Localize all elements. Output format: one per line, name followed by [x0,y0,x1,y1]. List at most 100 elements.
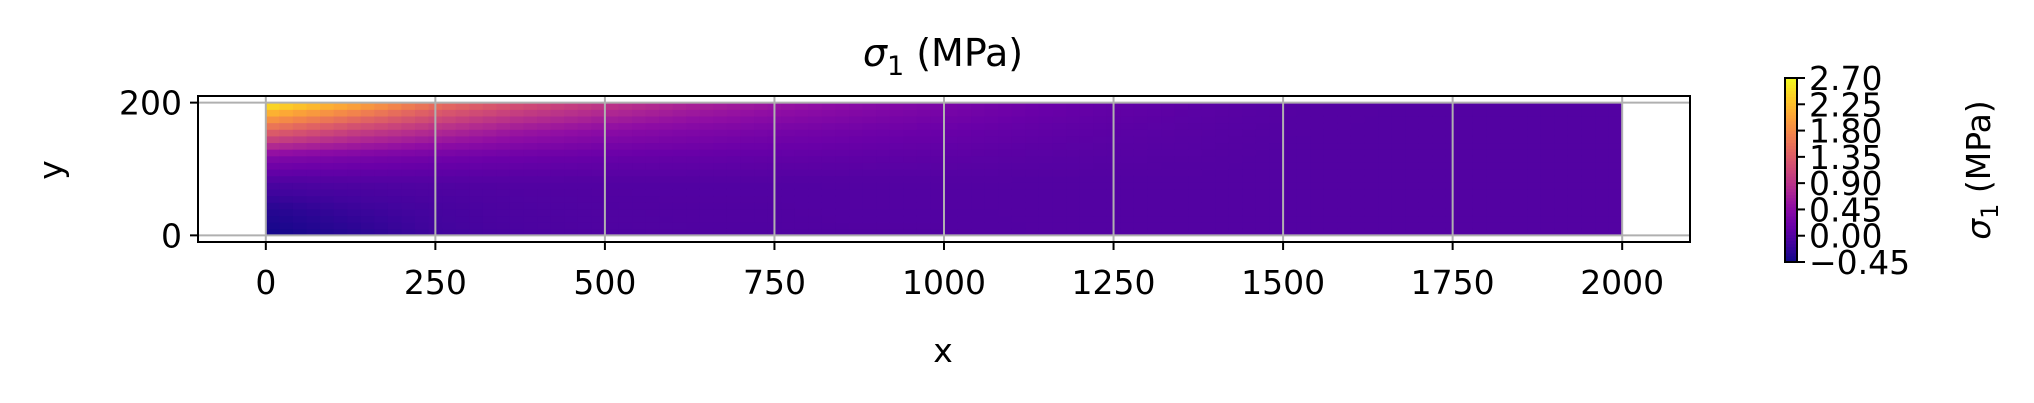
field-cell [889,142,904,150]
field-cell [1432,202,1447,210]
field-cell [1079,222,1094,230]
field-cell [1255,215,1271,223]
field-cell [1391,195,1406,203]
field-cell [292,182,308,190]
field-cell [1608,109,1623,117]
field-cell [808,215,823,223]
colorbar-band [1785,222,1797,226]
field-cell [1242,188,1257,197]
field-cell [1228,135,1243,144]
field-cell [984,115,999,124]
field-cell [984,188,999,197]
field-cell [971,175,986,183]
field-cell [1215,215,1230,223]
field-cell [862,228,877,236]
field-cell [794,228,809,236]
field-cell [1255,188,1271,197]
field-cell [564,228,579,236]
field-cell [754,115,769,124]
field-cell [469,162,484,170]
field-cell [1391,135,1406,144]
field-cell [930,129,945,137]
field-cell [1120,142,1135,150]
field-cell [306,162,321,170]
field-cell [821,195,837,203]
field-cell [1378,208,1393,217]
field-cell [279,222,294,230]
field-cell [632,162,647,170]
field-cell [632,195,647,203]
field-cell [577,102,592,110]
field-cell [1255,129,1271,137]
field-cell [672,102,687,110]
field-cell [401,182,416,190]
field-cell [971,195,986,203]
field-cell [1554,109,1569,117]
field-cell [1595,155,1610,163]
field-cell [835,175,850,183]
field-cell [699,175,715,183]
field-cell [1255,202,1271,210]
field-cell [1147,202,1162,210]
field-cell [971,208,986,217]
field-cell [903,188,918,197]
field-cell [401,155,416,163]
field-cell [984,195,999,203]
field-cell [849,215,864,223]
field-cell [1038,122,1054,130]
field-cell [1161,115,1176,124]
field-cell [1283,102,1298,110]
field-cell [401,208,416,217]
field-cell [862,102,877,110]
field-cell [1174,202,1189,210]
field-cell [1486,228,1501,236]
field-cell [1500,122,1515,130]
field-cell [1513,142,1528,150]
field-cell [835,215,850,223]
field-cell [1459,162,1474,170]
field-cell [1527,208,1542,217]
field-cell [455,169,470,177]
field-cell [265,228,280,236]
field-cell [1527,169,1542,177]
colorbar-band [1785,225,1797,229]
field-cell [1038,175,1054,183]
field-cell [292,195,308,203]
field-cell [387,129,403,137]
field-cell [876,162,891,170]
field-cell [984,169,999,177]
field-cell [1540,109,1555,117]
chart-title: σ1 (MPa) [863,31,1023,82]
field-cell [740,202,755,210]
field-cell [1011,202,1026,210]
field-cell [903,202,918,210]
field-cell [1174,182,1189,190]
field-cell [632,208,647,217]
field-cell [347,228,362,236]
field-cell [713,129,728,137]
field-cell [1540,188,1555,197]
field-cell [482,195,497,203]
field-cell [699,182,715,190]
field-cell [645,109,660,117]
field-cell [645,142,660,150]
field-cell [415,109,430,117]
field-cell [944,149,959,157]
colorbar-band [1785,154,1797,159]
field-cell [279,115,294,124]
field-cell [1337,102,1352,110]
field-cell [1378,149,1393,157]
field-cell [1296,155,1311,163]
field-cell [1513,202,1528,210]
field-cell [604,202,620,210]
field-cell [944,222,959,230]
field-cell [1174,155,1189,163]
field-cell [1201,102,1216,110]
field-cell [509,169,525,177]
field-cell [618,122,633,130]
field-cell [1554,195,1569,203]
field-cell [415,169,430,177]
field-cell [1337,208,1352,217]
field-cell [849,188,864,197]
field-cell [1581,149,1596,157]
